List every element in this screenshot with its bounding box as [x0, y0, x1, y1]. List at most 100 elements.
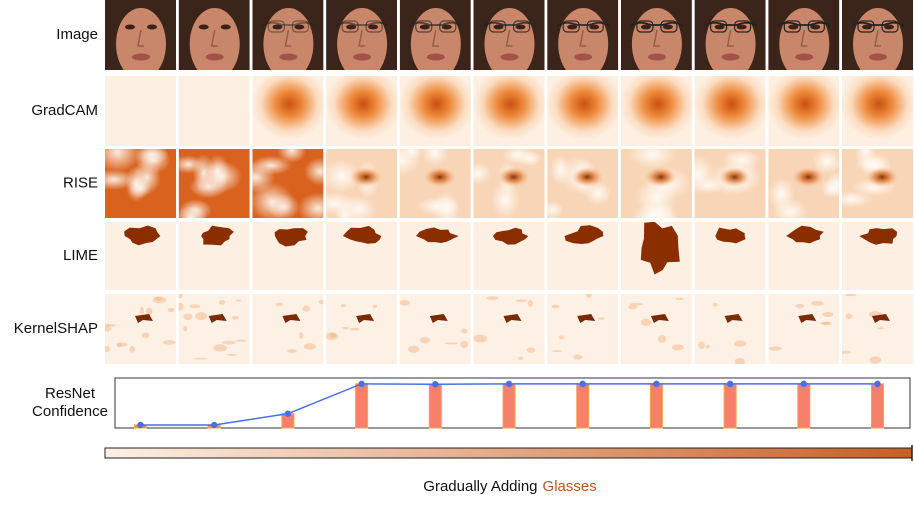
blob — [842, 190, 873, 208]
spot — [644, 167, 677, 187]
eye — [640, 24, 651, 30]
speck — [139, 306, 144, 315]
lens — [291, 20, 309, 33]
nose — [137, 29, 144, 47]
speck — [845, 313, 853, 320]
glasses — [409, 21, 463, 27]
cell-image — [547, 76, 619, 146]
bg — [473, 294, 545, 364]
lens — [267, 20, 285, 33]
mask — [564, 225, 604, 244]
cell-image — [105, 149, 176, 218]
lens — [881, 20, 899, 33]
speck — [399, 299, 410, 306]
cell-image — [178, 294, 250, 364]
cell-image — [326, 0, 398, 70]
spot — [497, 167, 530, 187]
cell-image — [620, 222, 692, 290]
speck — [302, 305, 311, 312]
nose — [579, 29, 587, 47]
nose — [431, 29, 439, 47]
caption: Gradually Adding Glasses — [423, 478, 596, 495]
patch — [872, 314, 890, 323]
bg — [105, 76, 176, 146]
cell-image — [252, 0, 324, 70]
eye — [198, 24, 209, 30]
speck — [444, 342, 459, 345]
mask — [342, 225, 382, 244]
blob — [400, 149, 423, 160]
cell-image — [694, 149, 766, 218]
speck — [318, 299, 324, 305]
blob — [628, 149, 676, 169]
eye — [368, 24, 379, 30]
eye — [589, 24, 600, 30]
speck — [657, 335, 667, 343]
speck — [460, 340, 469, 349]
speck — [105, 345, 111, 353]
cell-image — [620, 0, 692, 70]
lens — [365, 20, 383, 33]
lens — [586, 20, 604, 33]
cell-image — [768, 149, 840, 218]
lens — [512, 20, 531, 33]
speck — [526, 347, 536, 353]
cell-image — [252, 149, 324, 218]
cell-image — [326, 76, 398, 146]
blob — [721, 149, 761, 170]
lens — [488, 20, 507, 33]
eye — [515, 24, 526, 30]
cell-image — [842, 0, 913, 70]
cell-image — [694, 76, 766, 146]
patch — [724, 314, 743, 323]
confidence-point — [432, 381, 439, 388]
heat — [252, 76, 324, 140]
cell-image — [842, 294, 913, 364]
speck — [303, 343, 317, 350]
blob — [640, 199, 679, 218]
blob — [694, 177, 724, 194]
cell-image — [105, 222, 176, 290]
bg — [178, 294, 250, 364]
cell-image — [768, 0, 840, 70]
mask — [124, 225, 161, 246]
eye — [862, 24, 872, 30]
patch — [208, 314, 227, 323]
cell-image — [768, 76, 840, 146]
lens — [341, 20, 359, 33]
confidence-bar — [355, 383, 369, 429]
face — [484, 8, 535, 70]
speck — [527, 299, 533, 307]
heat — [547, 76, 619, 140]
lips — [721, 53, 740, 61]
blob — [105, 149, 141, 173]
confidence-point — [358, 380, 365, 388]
speck — [671, 344, 684, 351]
speck — [518, 356, 524, 360]
nose — [726, 29, 734, 47]
spot — [792, 167, 825, 187]
confidence-point — [211, 421, 218, 429]
lips — [353, 53, 372, 61]
speck — [129, 345, 136, 353]
spot — [718, 167, 751, 187]
cell-image — [473, 222, 545, 290]
confidence-point — [653, 380, 660, 388]
caption-text: Gradually Adding — [423, 478, 537, 495]
speck — [597, 317, 605, 320]
speck — [734, 357, 746, 364]
cell-image — [399, 0, 471, 70]
glasses — [261, 21, 315, 27]
glasses — [482, 21, 537, 27]
patch — [650, 314, 669, 323]
confidence-bar — [871, 383, 884, 429]
speck — [326, 332, 338, 341]
spot — [866, 167, 898, 187]
eye — [884, 24, 894, 30]
heat — [620, 76, 692, 140]
nose — [358, 29, 366, 47]
cell-image — [252, 222, 324, 290]
blob — [277, 149, 307, 163]
cell-image — [399, 76, 471, 146]
